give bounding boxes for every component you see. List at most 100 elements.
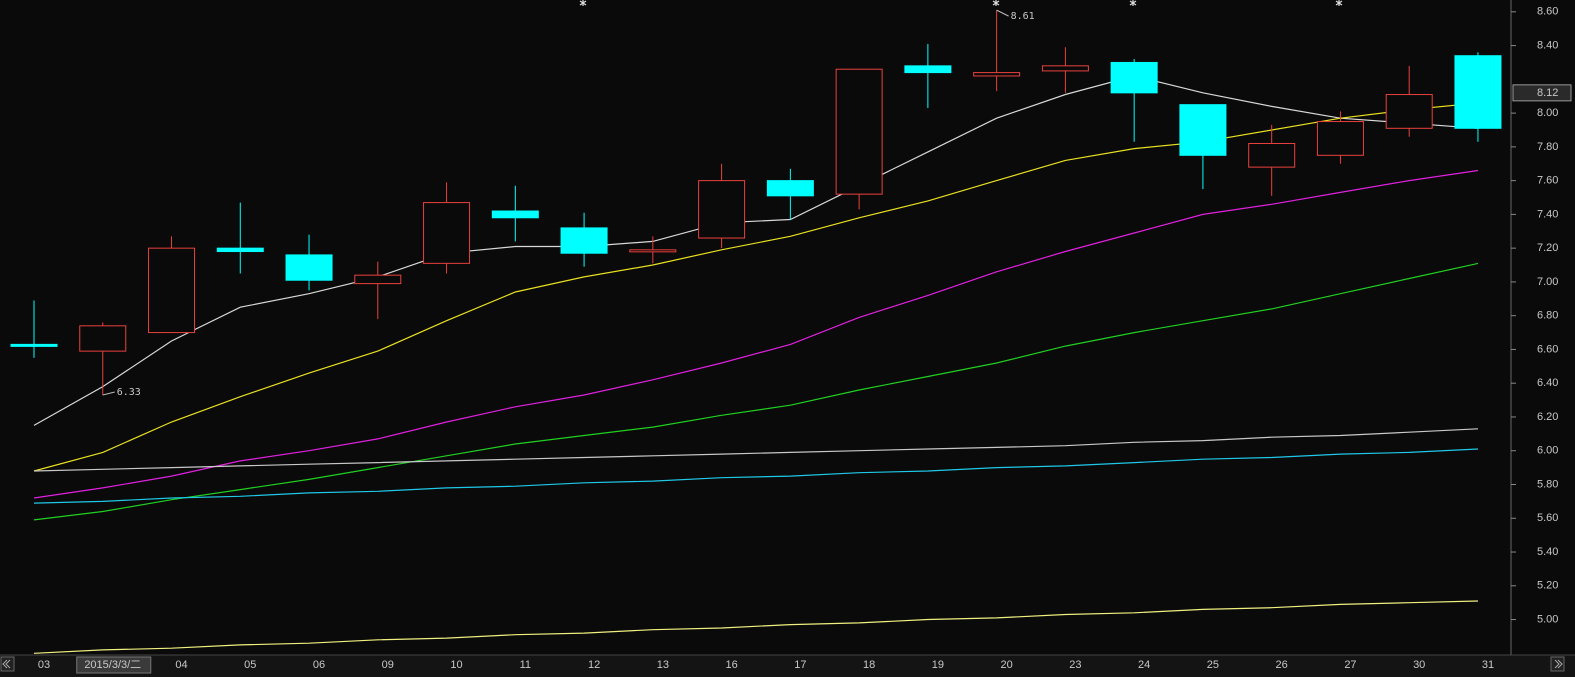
low-annotation: 6.33 <box>117 387 141 398</box>
cursor-label-box <box>76 656 152 674</box>
candle-body <box>1248 142 1296 168</box>
y-tick-label: 5.20 <box>1537 580 1558 592</box>
candle-body <box>698 180 746 239</box>
x-tick-label: 19 <box>932 659 944 671</box>
y-tick-label: 7.00 <box>1537 276 1558 288</box>
candle <box>423 182 471 274</box>
y-tick-label: 7.40 <box>1537 208 1558 220</box>
candle <box>285 234 333 291</box>
candle <box>766 168 814 220</box>
candle-body <box>1041 65 1089 72</box>
x-tick-label: 10 <box>450 659 462 671</box>
candle-body <box>10 343 58 347</box>
candle <box>1110 59 1158 142</box>
candle <box>1316 111 1364 164</box>
x-tick-label: 23 <box>1069 659 1081 671</box>
candle-body <box>835 68 883 195</box>
candle <box>79 322 127 396</box>
ma-line <box>33 262 1479 521</box>
x-tick-label: 09 <box>382 659 394 671</box>
x-tick-label: 04 <box>175 659 187 671</box>
x-axis-strip <box>0 655 1575 677</box>
candle-body <box>79 325 127 352</box>
candle <box>835 68 883 210</box>
scroll-right[interactable] <box>1550 656 1565 672</box>
ma-line <box>33 428 1479 472</box>
event-markers <box>579 0 1343 6</box>
ma-line <box>33 75 1479 426</box>
candle <box>698 163 746 249</box>
y-tick-label: 5.60 <box>1537 512 1558 524</box>
y-tick-label: 8.40 <box>1537 39 1558 51</box>
candle <box>629 236 677 264</box>
y-tick-label: 6.80 <box>1537 310 1558 322</box>
ma-line <box>33 448 1479 504</box>
y-tick-label: 5.00 <box>1537 613 1558 625</box>
scroll-left[interactable] <box>0 656 15 672</box>
ma-line <box>33 169 1479 499</box>
x-tick-label: 05 <box>244 659 256 671</box>
candle-body <box>560 227 608 254</box>
x-tick-label: 06 <box>313 659 325 671</box>
x-tick-label: 27 <box>1344 659 1356 671</box>
x-tick-label: 2015/3/3/二 <box>84 659 141 671</box>
annotation-leader <box>996 9 1009 17</box>
candle-body <box>285 254 333 281</box>
price-tag-label: 8.12 <box>1537 87 1558 99</box>
x-tick-label: 26 <box>1276 659 1288 671</box>
candle <box>354 261 402 320</box>
candle <box>560 212 608 267</box>
candle <box>148 236 196 334</box>
candle-body <box>1454 55 1502 129</box>
x-tick-label: 25 <box>1207 659 1219 671</box>
x-tick-label: 03 <box>38 659 50 671</box>
x-tick-label: 13 <box>657 659 669 671</box>
high-annotation: 8.61 <box>1011 11 1035 22</box>
x-tick-label: 18 <box>863 659 875 671</box>
candle-body <box>766 180 814 197</box>
candle-body <box>491 210 539 219</box>
price-tag <box>1512 84 1572 102</box>
candle <box>1385 65 1433 137</box>
candle-body <box>1316 121 1364 156</box>
x-tick-label: 24 <box>1138 659 1150 671</box>
candle-body <box>1110 61 1158 94</box>
y-tick-label: 5.80 <box>1537 478 1558 490</box>
y-tick-label: 6.40 <box>1537 377 1558 389</box>
y-tick-label: 7.80 <box>1537 141 1558 153</box>
candle <box>1179 104 1227 190</box>
candle <box>904 43 952 109</box>
x-tick-label: 20 <box>1001 659 1013 671</box>
y-tick-label: 5.40 <box>1537 546 1558 558</box>
ma-line <box>33 600 1479 654</box>
candle <box>1041 47 1089 93</box>
x-tick-label: 11 <box>520 659 531 671</box>
candle-body <box>354 274 402 285</box>
ma-line <box>33 102 1479 472</box>
x-tick-label: 17 <box>794 659 806 671</box>
candle-body <box>216 247 264 253</box>
x-tick-label: 30 <box>1413 659 1425 671</box>
y-tick-label: 7.20 <box>1537 242 1558 254</box>
candle-body <box>973 72 1021 77</box>
candle-body <box>423 202 471 264</box>
y-tick-label: 6.60 <box>1537 343 1558 355</box>
y-tick-label: 7.60 <box>1537 175 1558 187</box>
candle-body <box>1385 94 1433 129</box>
x-tick-label: 12 <box>588 659 600 671</box>
y-tick-label: 8.60 <box>1537 6 1558 18</box>
y-tick-label: 8.00 <box>1537 107 1558 119</box>
x-tick-label: 16 <box>725 659 737 671</box>
x-tick-label: 31 <box>1482 659 1494 671</box>
candle <box>216 202 264 274</box>
candle-body <box>1179 104 1227 156</box>
candle <box>1454 52 1502 142</box>
candle <box>10 300 58 358</box>
candle <box>973 10 1021 92</box>
candle <box>491 185 539 242</box>
annotation-leader <box>102 391 115 396</box>
candle <box>1248 124 1296 196</box>
